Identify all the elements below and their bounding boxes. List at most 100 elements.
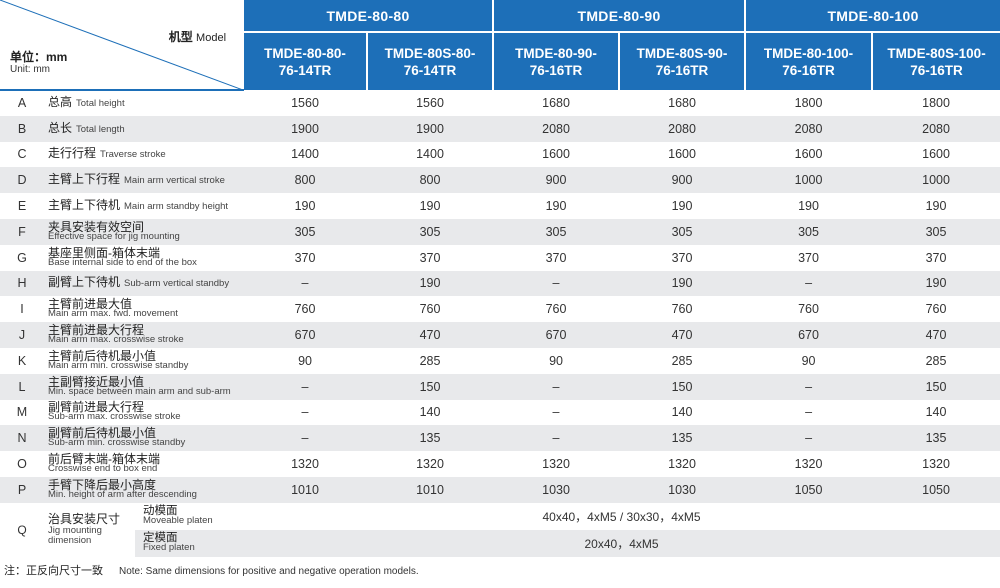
table-cell: 1010: [367, 476, 494, 503]
row-letter: A: [17, 96, 27, 111]
table-cell: 2080: [872, 115, 1000, 142]
row-label-en: Effective space for jig mounting: [48, 230, 180, 242]
table-row: L 主副臂接近最小值 Min. space between main arm and…: [0, 373, 1000, 400]
model-label: 机型 Model: [168, 30, 227, 44]
row-label-cn: 主副臂接近最小值: [48, 374, 145, 389]
row-label-en: Base internal side to end of the box: [48, 256, 197, 268]
row-label-en: Total height: [76, 98, 125, 110]
table-cell: 1030: [493, 476, 620, 503]
table-cell: 2080: [619, 115, 746, 142]
row-letter: C: [17, 147, 27, 162]
unit-label: 单位：mm: [10, 50, 68, 64]
table-cell: 1030: [619, 476, 746, 503]
row-label: 主副臂接近最小值 Min. space between main arm and …: [44, 373, 244, 400]
row-label: 主臂上下待机 Main arm standby height: [44, 193, 243, 219]
row-label: 主臂前后待机最小值 Main arm min. crosswise standby: [44, 348, 243, 374]
row-label-en: Main arm standby height: [124, 201, 229, 213]
row-letter: D: [0, 167, 44, 194]
model-header: TMDE-80-80- 76-14TR: [242, 31, 368, 90]
row-label: 总长 Total length: [44, 115, 244, 142]
table-cell: 1600: [794, 147, 823, 162]
table-cell: 760: [925, 302, 947, 317]
row-label: 夹具安装有效空间 Effective space for jig mounting: [44, 218, 244, 245]
row-label-en: Min. height of arm after descending: [48, 488, 197, 500]
row-label-cn: 主臂前后待机最小值: [48, 348, 157, 363]
table-cell: 190: [872, 270, 1000, 297]
table-cell: –: [243, 373, 368, 400]
row-label-en: Main arm max. fwd. movement: [48, 308, 178, 320]
table-cell: 190: [925, 199, 947, 214]
table-cell: 1560: [291, 95, 319, 110]
table-cell: 370: [671, 250, 693, 265]
header-diagonal-line: [0, 0, 243, 90]
table-cell: 370: [798, 250, 819, 265]
row-letter: H: [0, 270, 44, 297]
row-letter: P: [0, 476, 44, 503]
table-cell: 1900: [243, 115, 368, 142]
model-header: TMDE-80S-80- 76-14TR: [366, 31, 494, 90]
table-cell: 800: [243, 167, 368, 194]
table-cell: –: [493, 270, 620, 297]
row-label-en: Sub-arm vertical standby: [124, 278, 230, 290]
table-cell: 760: [294, 302, 316, 317]
table-row: B 总长 Total length 1900 1900 2080 2080 2080 2080: [0, 115, 1000, 142]
table-cell: 90: [298, 353, 312, 368]
table-cell: 470: [367, 322, 494, 348]
q-label: 治具安装尺寸 Jig mounting dimension: [44, 502, 135, 557]
table-cell: 1800: [922, 95, 950, 110]
table-row: N 副臂前后待机最小值 Sub-arm min. crosswise standby…: [0, 425, 1000, 452]
table-cell: –: [745, 373, 873, 400]
table-cell: 1320: [922, 457, 950, 472]
table-cell: 900: [493, 167, 620, 194]
table-cell: 370: [294, 250, 316, 265]
row-label-cn: 副臂上下待机: [48, 275, 121, 290]
table-cell: 1050: [872, 476, 1000, 503]
table-cell: 90: [801, 353, 816, 368]
group-header: TMDE-80-80: [242, 0, 494, 32]
table-cell: –: [243, 425, 368, 452]
table-cell: 150: [367, 373, 494, 400]
model-header: TMDE-80-90- 76-16TR: [492, 31, 620, 90]
row-letter: E: [17, 199, 27, 214]
table-cell: 1320: [668, 457, 696, 472]
table-cell: 285: [925, 353, 947, 368]
row-letter: O: [17, 457, 27, 472]
table-row: H 副臂上下待机 Sub-arm vertical standby –190–190–…: [0, 270, 1000, 297]
table-cell: 140: [671, 405, 693, 420]
table-cell: 1320: [542, 457, 570, 472]
group-header: TMDE-80-90: [492, 0, 746, 32]
row-label: 总高 Total height: [44, 90, 243, 116]
footnote: 注：正反向尺寸一致 Note: Same dimensions for posit…: [4, 565, 419, 577]
table-cell: 190: [671, 199, 693, 214]
table-cell: 135: [872, 425, 1000, 452]
table-cell: 135: [367, 425, 494, 452]
table-cell: –: [552, 405, 560, 420]
table-cell: 150: [872, 373, 1000, 400]
table-row-q: 定模面 Fixed platen 20x40，4xM5: [0, 529, 1000, 557]
table-cell: 1320: [291, 457, 319, 472]
table-cell: 370: [925, 250, 947, 265]
table-cell: 190: [294, 199, 316, 214]
table-cell: 140: [419, 405, 441, 420]
table-cell: 135: [619, 425, 746, 452]
table-cell: –: [745, 270, 873, 297]
table-cell: 670: [243, 322, 368, 348]
row-label-cn: 前后臂末端-箱体末端: [48, 452, 160, 467]
table-row: A 总高 Total height 1560 1560 1680 1680 1800 1800: [0, 90, 1000, 116]
row-label: 基座里侧面-箱体末端 Base internal side to end of t…: [44, 245, 243, 271]
table-row: P 手臂下降后最小高度 Min. height of arm after desce…: [0, 476, 1000, 503]
table-cell: 140: [925, 405, 947, 420]
table-cell: 1680: [542, 95, 570, 110]
table-cell: 90: [549, 353, 563, 368]
row-label: 副臂前进最大行程 Sub-arm max. crosswise stroke: [44, 400, 243, 426]
row-label-cn: 副臂前进最大行程: [48, 400, 145, 415]
row-letter: G: [17, 250, 27, 265]
table-cell: 1050: [745, 476, 873, 503]
table-cell: 190: [367, 270, 494, 297]
table-cell: 305: [367, 218, 494, 245]
table-row: M 副臂前进最大行程 Sub-arm max. crosswise stroke – 1…: [0, 400, 1000, 426]
row-label: 走行行程 Traverse stroke: [44, 142, 243, 168]
table-cell: 190: [619, 270, 746, 297]
row-letter: N: [0, 425, 44, 452]
table-cell: –: [493, 373, 620, 400]
